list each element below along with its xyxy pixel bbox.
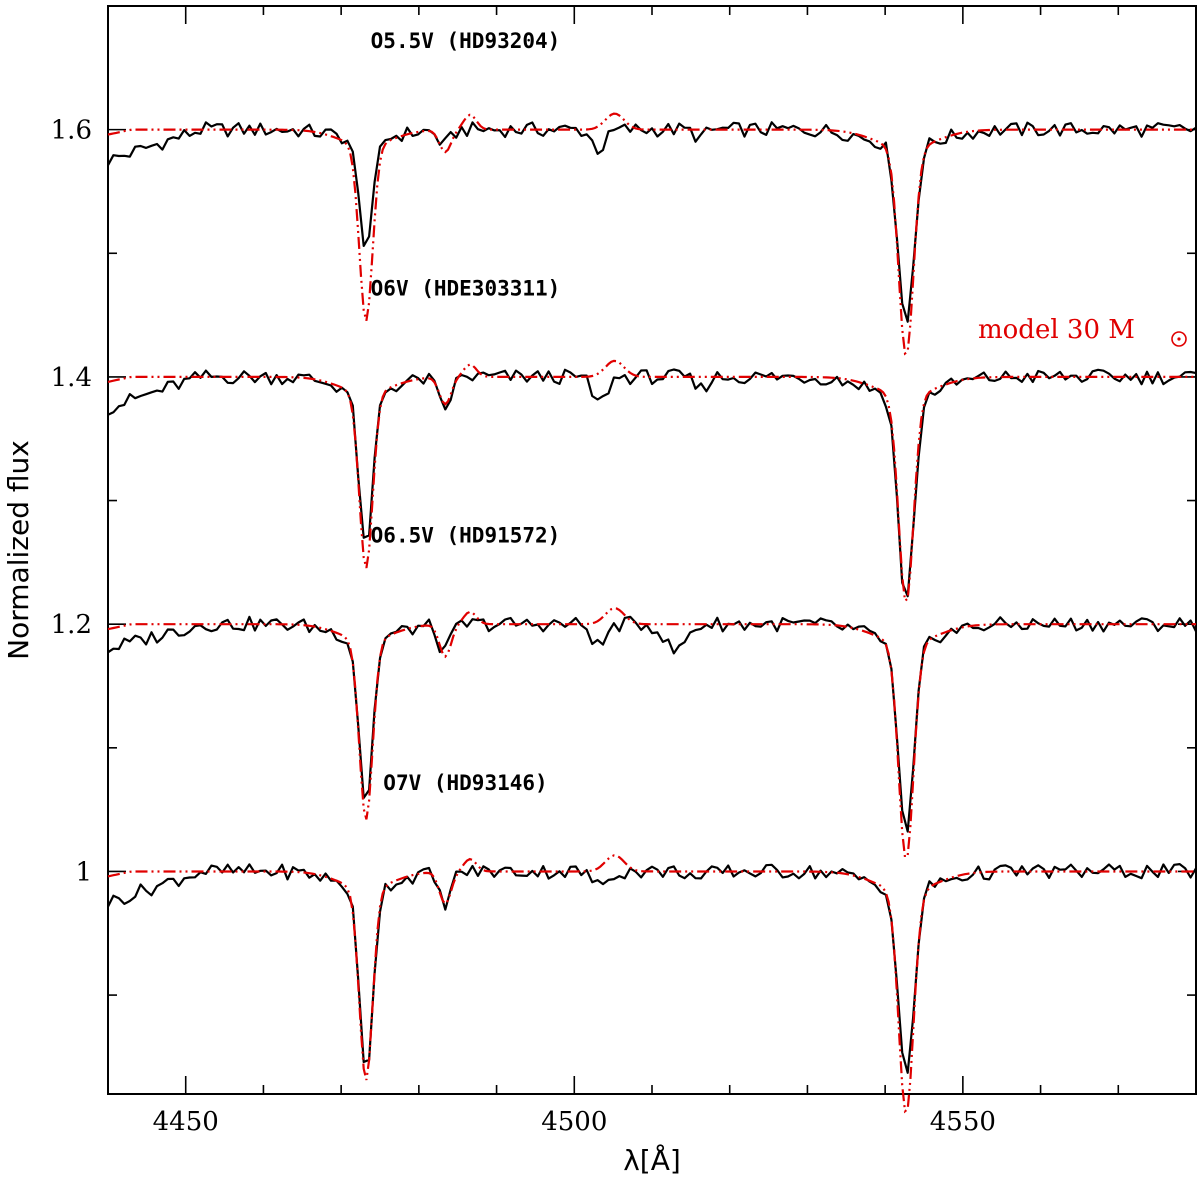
spectrum-label: O7V (HD93146) [383,771,547,795]
x-tick-label: 4450 [153,1107,219,1137]
observed-spectrum-line [107,121,1197,323]
y-tick-labels: 1 1.2 1.4 1.6 [51,116,92,888]
model-spectrum-line [107,607,1196,860]
observed-spectrum-line [107,863,1197,1074]
model-legend: model 30 M [978,315,1187,347]
y-tick-label: 1.2 [51,610,92,640]
y-tick-label: 1.4 [51,363,92,393]
spectrum-annotations: O5.5V (HD93204) O6V (HDE303311) O6.5V (HD9… [371,29,561,795]
x-tick-label: 4550 [930,1107,996,1137]
x-tick-label: 4500 [541,1107,607,1137]
plot-frame [107,5,1197,1095]
model-spectrum-line [107,112,1196,356]
y-axis-title: Normalized flux [2,440,35,660]
sun-symbol-icon [1171,331,1187,347]
observed-spectrum-line [107,368,1197,598]
spectrum-label: O6.5V (HD91572) [371,524,561,548]
spectra-series [107,112,1197,1114]
model-spectrum-line [107,854,1196,1114]
observed-spectrum-line [107,615,1197,833]
model-label: model 30 M [978,315,1135,345]
y-tick-label: 1.6 [51,116,92,146]
y-tick-label: 1 [75,857,92,887]
model-spectrum-line [107,359,1196,603]
spectrum-label: O6V (HDE303311) [371,276,561,300]
x-axis-title: λ[Å] [623,1143,681,1177]
spectrum-label: O5.5V (HD93204) [371,29,561,53]
x-tick-labels: 4450 4500 4550 [153,1107,996,1137]
axis-ticks [107,6,1197,1094]
sun-symbol-dot [1177,337,1181,341]
